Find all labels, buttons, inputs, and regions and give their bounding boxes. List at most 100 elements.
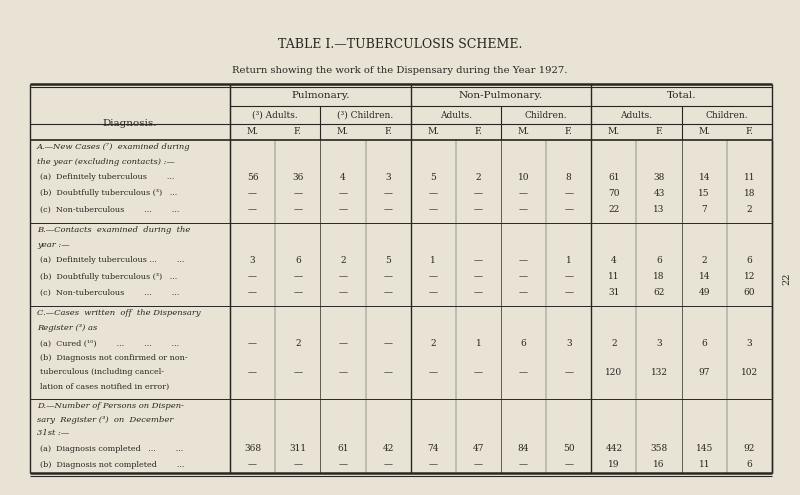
Text: 6: 6	[295, 256, 301, 265]
Text: 62: 62	[654, 288, 665, 297]
Text: —: —	[383, 288, 393, 297]
Text: year :—: year :—	[37, 241, 70, 249]
Text: M.: M.	[518, 128, 530, 137]
Text: 18: 18	[654, 272, 665, 281]
Text: 97: 97	[698, 368, 710, 377]
Text: Return showing the work of the Dispensary during the Year 1927.: Return showing the work of the Dispensar…	[232, 66, 568, 75]
Text: —: —	[383, 339, 393, 348]
Text: 70: 70	[608, 189, 620, 198]
Text: 49: 49	[698, 288, 710, 297]
Text: 6: 6	[746, 256, 752, 265]
Text: M.: M.	[608, 128, 620, 137]
Text: 31st :—: 31st :—	[37, 430, 70, 438]
Text: —: —	[248, 272, 257, 281]
Text: 3: 3	[566, 339, 571, 348]
Text: —: —	[564, 368, 574, 377]
Text: 10: 10	[518, 173, 530, 182]
Text: —: —	[474, 256, 483, 265]
Text: —: —	[474, 272, 483, 281]
Text: 4: 4	[340, 173, 346, 182]
Text: —: —	[474, 460, 483, 469]
Text: (b)  Doubtfully tuberculous (³)   ...: (b) Doubtfully tuberculous (³) ...	[40, 273, 178, 281]
Text: 43: 43	[654, 189, 665, 198]
Text: —: —	[294, 272, 302, 281]
Text: (b)  Diagnosis not confirmed or non-: (b) Diagnosis not confirmed or non-	[40, 354, 188, 362]
Text: 2: 2	[476, 173, 482, 182]
Text: —: —	[519, 288, 528, 297]
Text: 358: 358	[650, 444, 668, 453]
Text: 11: 11	[698, 460, 710, 469]
Text: M.: M.	[698, 128, 710, 137]
Text: —: —	[564, 288, 574, 297]
Text: 442: 442	[606, 444, 622, 453]
Text: —: —	[294, 288, 302, 297]
Text: 50: 50	[563, 444, 574, 453]
Text: 6: 6	[656, 256, 662, 265]
Text: 31: 31	[608, 288, 620, 297]
Text: 145: 145	[695, 444, 713, 453]
Text: 3: 3	[250, 256, 255, 265]
Text: —: —	[338, 272, 347, 281]
Text: Adults.: Adults.	[621, 110, 653, 119]
Text: C.—Cases  written  off  the Dispensary: C.—Cases written off the Dispensary	[37, 309, 201, 317]
Text: 16: 16	[654, 460, 665, 469]
Text: 38: 38	[654, 173, 665, 182]
Text: 6: 6	[746, 460, 752, 469]
Text: F.: F.	[655, 128, 663, 137]
Text: 42: 42	[382, 444, 394, 453]
Text: —: —	[474, 368, 483, 377]
Text: 13: 13	[654, 205, 665, 214]
Text: 15: 15	[698, 189, 710, 198]
Text: —: —	[294, 189, 302, 198]
Text: 2: 2	[430, 339, 436, 348]
Text: 61: 61	[337, 444, 349, 453]
Text: (³) Adults.: (³) Adults.	[252, 110, 298, 119]
Text: F.: F.	[746, 128, 754, 137]
Text: 6: 6	[702, 339, 707, 348]
Text: 92: 92	[744, 444, 755, 453]
Text: 132: 132	[650, 368, 667, 377]
Text: 14: 14	[698, 272, 710, 281]
Text: (b)  Diagnosis not completed        ...: (b) Diagnosis not completed ...	[40, 461, 184, 469]
Text: lation of cases notified in error): lation of cases notified in error)	[40, 383, 170, 391]
Text: D.—Number of Persons on Dispen-: D.—Number of Persons on Dispen-	[37, 401, 184, 409]
Text: —: —	[338, 288, 347, 297]
Text: 2: 2	[611, 339, 617, 348]
Text: 3: 3	[656, 339, 662, 348]
Text: —: —	[519, 189, 528, 198]
Text: (c)  Non-tuberculous        ...        ...: (c) Non-tuberculous ... ...	[40, 206, 179, 214]
Text: Register (³) as: Register (³) as	[37, 324, 98, 332]
Text: the year (excluding contacts) :—: the year (excluding contacts) :—	[37, 158, 175, 166]
Text: —: —	[429, 272, 438, 281]
Text: (b)  Doubtfully tuberculous (³)   ...: (b) Doubtfully tuberculous (³) ...	[40, 190, 178, 198]
Text: 2: 2	[702, 256, 707, 265]
Text: —: —	[564, 205, 574, 214]
Text: —: —	[519, 460, 528, 469]
Text: —: —	[294, 460, 302, 469]
Text: —: —	[248, 288, 257, 297]
Text: 7: 7	[702, 205, 707, 214]
Text: —: —	[338, 339, 347, 348]
Text: —: —	[338, 189, 347, 198]
Text: 2: 2	[746, 205, 752, 214]
Text: 18: 18	[744, 189, 755, 198]
Text: —: —	[248, 460, 257, 469]
Text: 11: 11	[608, 272, 620, 281]
Text: 22: 22	[608, 205, 619, 214]
Text: —: —	[474, 205, 483, 214]
Text: 5: 5	[430, 173, 436, 182]
Text: —: —	[294, 368, 302, 377]
Text: (a)  Definitely tuberculous        ...: (a) Definitely tuberculous ...	[40, 173, 174, 181]
Text: —: —	[383, 272, 393, 281]
Text: Non-Pulmonary.: Non-Pulmonary.	[459, 91, 543, 99]
Text: Pulmonary.: Pulmonary.	[291, 91, 350, 99]
Text: —: —	[383, 189, 393, 198]
Text: M.: M.	[246, 128, 258, 137]
Text: 14: 14	[698, 173, 710, 182]
Text: —: —	[248, 368, 257, 377]
Text: —: —	[564, 460, 574, 469]
Text: 60: 60	[744, 288, 755, 297]
Text: —: —	[383, 368, 393, 377]
Text: 2: 2	[295, 339, 301, 348]
Text: 47: 47	[473, 444, 484, 453]
